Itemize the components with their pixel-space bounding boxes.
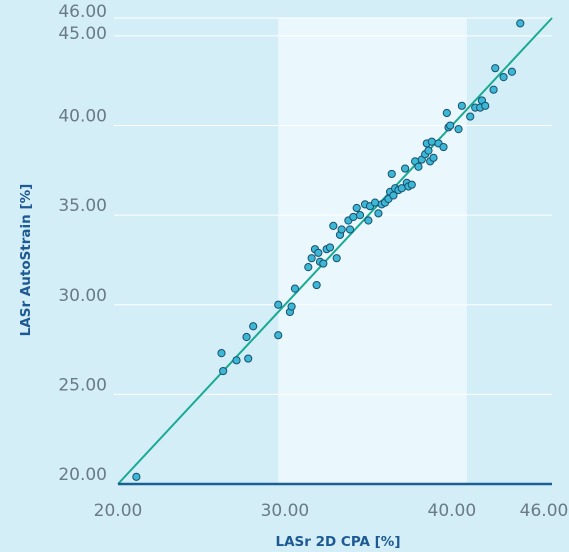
data-point [491, 64, 500, 73]
y-tick-label: 25.00 [58, 375, 107, 395]
data-point [489, 85, 498, 94]
data-point [439, 142, 448, 152]
data-point [499, 73, 508, 82]
data-point [370, 198, 380, 207]
data-point [364, 216, 373, 225]
data-point [516, 19, 525, 28]
data-point [355, 211, 365, 220]
x-axis-title: LASr 2D CPA [%] [275, 534, 400, 550]
data-point [217, 349, 226, 358]
data-point [507, 67, 517, 76]
data-point [325, 243, 335, 252]
data-point [232, 356, 241, 365]
data-point [244, 354, 253, 363]
data-point [287, 302, 296, 311]
data-point [337, 225, 346, 234]
data-point [329, 221, 338, 231]
x-tick-label: 20.00 [94, 501, 143, 521]
data-point [401, 164, 410, 173]
data-point [427, 137, 436, 146]
y-tick-label: 46.00 [58, 2, 107, 22]
data-point [407, 180, 416, 189]
x-tick-label: 40.00 [428, 501, 477, 521]
data-point [429, 153, 438, 162]
data-point [312, 280, 321, 290]
data-point [481, 101, 490, 110]
data-point [374, 209, 383, 218]
data-point [132, 472, 141, 481]
data-point [414, 162, 423, 171]
y-tick-label: 40.00 [58, 107, 107, 127]
y-tick-label: 20.00 [58, 465, 107, 485]
data-point [249, 322, 258, 331]
data-point [387, 169, 396, 179]
data-point [466, 112, 475, 121]
data-point [352, 203, 361, 213]
data-point [442, 108, 451, 118]
data-point [345, 225, 355, 234]
y-axis-title: LASr AutoStrain [%] [18, 184, 34, 337]
y-tick-label: 35.00 [58, 196, 107, 216]
data-point [332, 254, 341, 263]
data-points [132, 19, 525, 481]
x-tick-label: 30.00 [261, 501, 310, 521]
identity-line [117, 17, 553, 485]
grid-lines [114, 17, 552, 395]
y-tick-label: 30.00 [58, 286, 107, 306]
y-tick-label: 45.00 [58, 24, 107, 44]
highlight-band [278, 18, 467, 484]
data-point [242, 332, 251, 342]
data-point [219, 366, 228, 376]
x-tick-labels: 20.00 30.00 40.00 46.00 [94, 501, 569, 521]
data-point [304, 263, 313, 272]
data-point [290, 284, 300, 293]
data-point [319, 259, 328, 268]
data-point [274, 300, 283, 309]
data-point [349, 212, 358, 222]
data-point [274, 331, 283, 340]
data-point [457, 101, 466, 110]
x-tick-label: 46.00 [520, 501, 569, 521]
data-point [314, 248, 323, 257]
data-point [446, 121, 455, 130]
data-point [454, 125, 463, 134]
data-point [307, 254, 316, 263]
data-point [424, 146, 433, 155]
